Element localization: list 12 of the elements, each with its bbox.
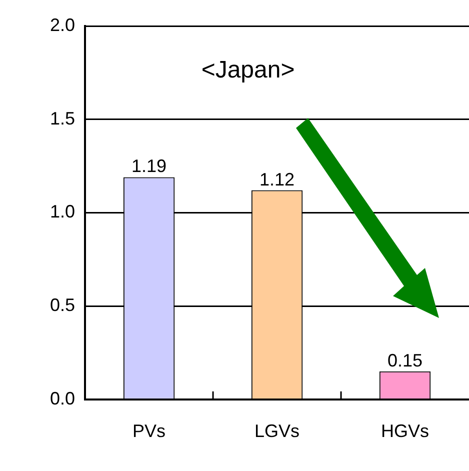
text: <Japan>: [201, 56, 295, 84]
data-label: 1.19: [131, 156, 167, 176]
x-tick-label: PVs: [132, 421, 166, 442]
x-tick-label: HGVs: [380, 421, 430, 442]
y-tick-label: 1.5: [50, 108, 76, 128]
data-label: 1.12: [259, 169, 295, 190]
y-tick-label: 2.0: [50, 14, 76, 35]
y-tick-label: 0.5: [50, 295, 76, 316]
y-tick-label: 0.0: [50, 388, 76, 408]
y-tick-label: 1.0: [50, 202, 76, 222]
x-tick-label: LGVs: [254, 421, 300, 442]
data-label: 0.15: [387, 350, 423, 370]
